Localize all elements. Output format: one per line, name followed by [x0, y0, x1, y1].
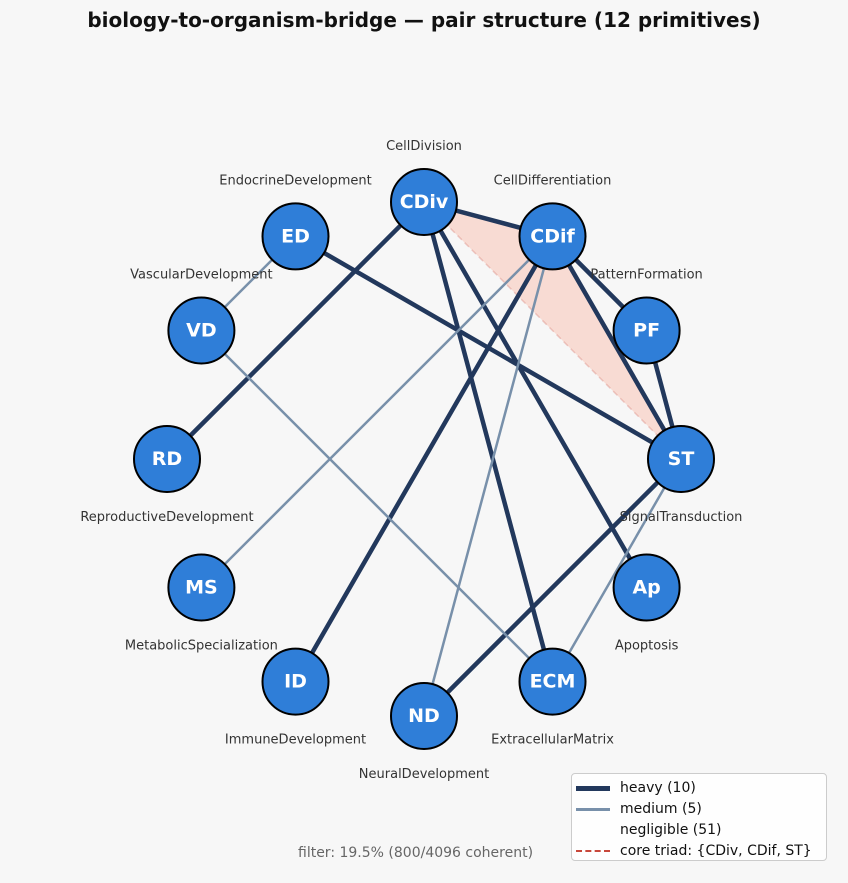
node-circle	[647, 425, 715, 493]
node-abbr: Ap	[632, 577, 660, 599]
node-nd: ND NeuralDevelopment	[359, 682, 489, 782]
edge-cdif-nd	[422, 235, 554, 718]
node-ed: ED EndocrineDevelopment	[219, 173, 372, 271]
node-abbr: ECM	[530, 671, 576, 693]
node-circle	[261, 647, 330, 716]
node-abbr: ID	[284, 671, 307, 693]
edge-st-ecm	[551, 457, 683, 683]
node-circle	[133, 425, 201, 493]
edge-vd-ecm	[200, 329, 554, 683]
node-abbr: ST	[668, 448, 695, 470]
node-full-label: MetabolicSpecialization	[125, 639, 278, 654]
node-ecm: ECM ExtracellularMatrix	[491, 647, 614, 748]
node-layer: CDiv CellDivision CDif CellDifferentiation P…	[80, 139, 742, 782]
node-abbr: PF	[633, 320, 660, 342]
legend: heavy (10) medium (5) negligible (51) co…	[571, 773, 827, 861]
node-full-label: EndocrineDevelopment	[219, 173, 372, 188]
node-full-label: SignalTransduction	[620, 510, 743, 525]
node-circle	[612, 296, 681, 365]
node-abbr: CDif	[530, 225, 575, 247]
node-circle	[390, 168, 458, 236]
node-full-label: CellDifferentiation	[494, 173, 612, 188]
edge-cdiv-rd	[164, 199, 427, 462]
legend-negligible-swatch	[576, 829, 610, 831]
node-ap: Ap Apoptosis	[612, 553, 681, 654]
edge-cdiv-ap	[421, 199, 649, 590]
legend-heavy-label: heavy (10)	[620, 780, 696, 796]
node-full-label: ReproductiveDevelopment	[80, 510, 253, 525]
legend-triad: core triad: {CDiv, CDif, ST}	[576, 841, 812, 861]
legend-medium-label: medium (5)	[620, 801, 702, 817]
node-circle	[167, 296, 236, 365]
node-vd: VD VascularDevelopment	[130, 268, 273, 365]
node-abbr: VD	[186, 320, 216, 342]
node-id: ID ImmuneDevelopment	[225, 647, 366, 748]
node-full-label: CellDivision	[386, 139, 462, 154]
legend-triad-swatch	[576, 850, 610, 852]
edge-st-nd	[421, 456, 684, 719]
node-circle	[167, 553, 236, 622]
node-pf: PF PatternFormation	[590, 268, 703, 365]
node-full-label: ExtracellularMatrix	[491, 733, 614, 748]
node-full-label: PatternFormation	[590, 268, 702, 283]
legend-negligible: negligible (51)	[576, 820, 722, 840]
edge-ed-st	[293, 234, 684, 462]
node-full-label: NeuralDevelopment	[359, 767, 489, 782]
node-ms: MS MetabolicSpecialization	[125, 553, 278, 654]
edge-cdif-id	[293, 234, 555, 684]
legend-triad-label: core triad: {CDiv, CDif, ST}	[620, 843, 812, 859]
node-full-label: ImmuneDevelopment	[225, 733, 366, 748]
legend-negligible-label: negligible (51)	[620, 822, 722, 838]
edge-cdiv-ecm	[421, 199, 555, 684]
node-abbr: ED	[281, 225, 310, 247]
chart-title: biology-to-organism-bridge — pair struct…	[87, 8, 761, 32]
legend-medium: medium (5)	[576, 799, 702, 819]
node-abbr: CDiv	[400, 191, 449, 213]
node-circle	[390, 682, 458, 750]
node-circle	[518, 647, 587, 716]
legend-medium-swatch	[576, 807, 610, 811]
node-full-label: Apoptosis	[615, 639, 679, 654]
node-abbr: MS	[185, 577, 218, 599]
node-full-label: VascularDevelopment	[130, 268, 272, 283]
edge-cdif-ms	[200, 235, 554, 589]
edge-cdif-st	[550, 234, 684, 462]
node-abbr: ND	[408, 705, 440, 727]
node-circle	[612, 553, 681, 622]
filter-caption: filter: 19.5% (800/4096 coherent)	[298, 845, 534, 861]
node-cdif: CDif CellDifferentiation	[494, 173, 612, 271]
node-circle	[518, 202, 587, 271]
node-abbr: RD	[152, 448, 182, 470]
legend-heavy: heavy (10)	[576, 778, 696, 798]
node-st: ST SignalTransduction	[620, 425, 743, 525]
legend-heavy-swatch	[576, 785, 610, 791]
node-rd: RD ReproductiveDevelopment	[80, 425, 254, 525]
node-circle	[261, 202, 330, 271]
node-cdiv: CDiv CellDivision	[386, 139, 462, 236]
